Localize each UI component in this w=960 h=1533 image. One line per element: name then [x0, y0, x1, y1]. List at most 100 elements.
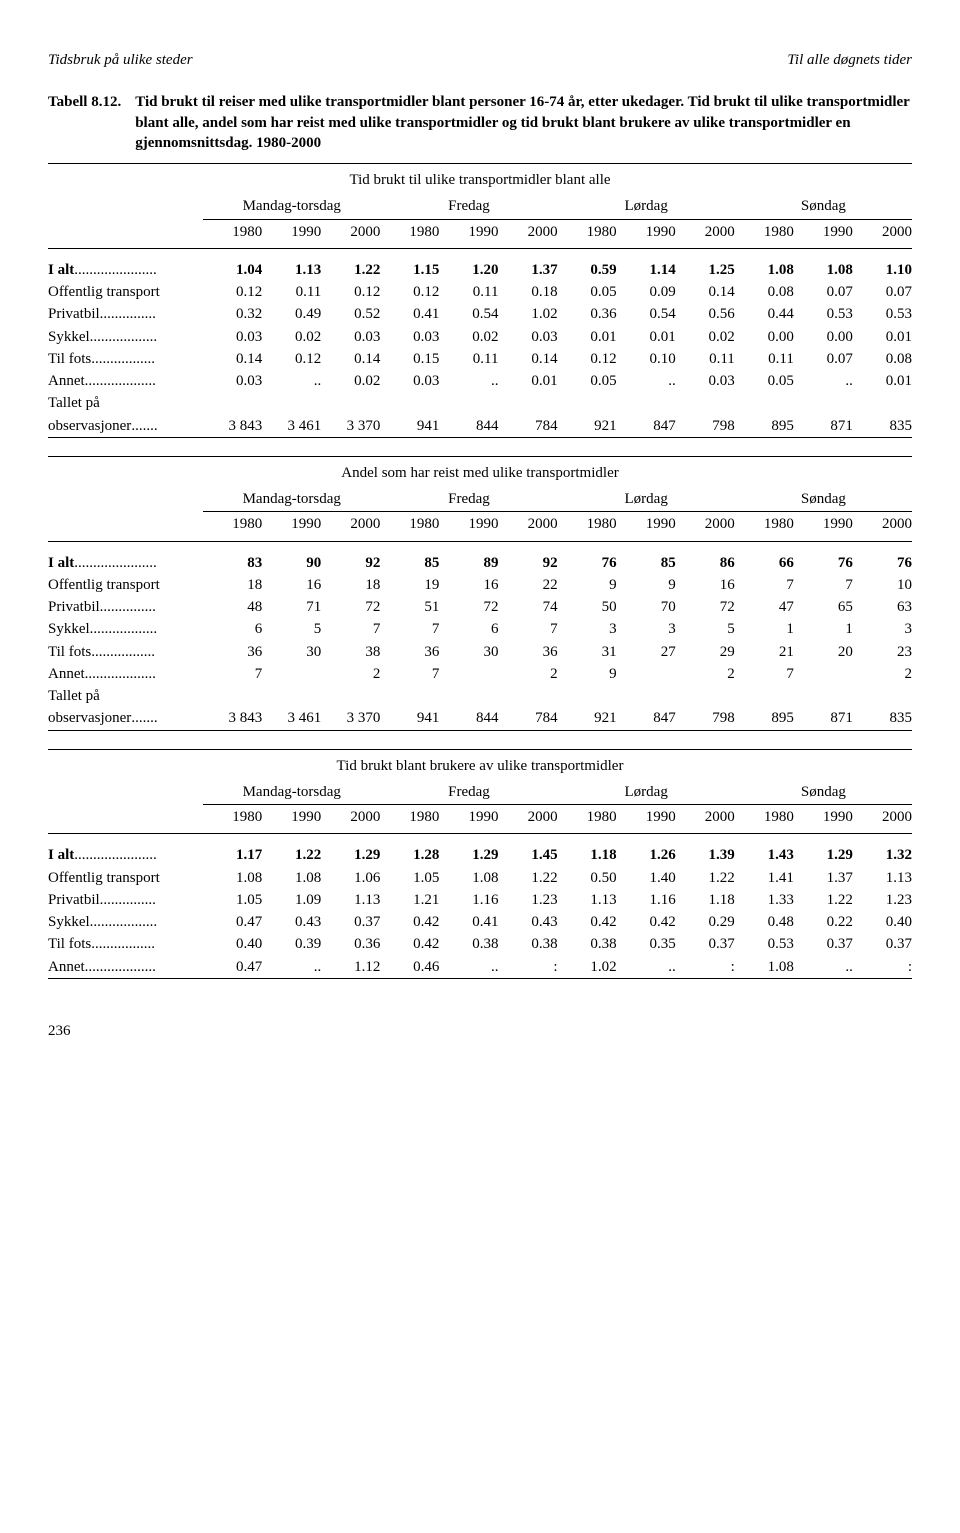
header-right: Til alle døgnets tider — [787, 50, 912, 70]
year-header: 2000 — [676, 512, 735, 541]
row-stub: Offentlig transport — [48, 867, 203, 889]
data-cell: 7 — [498, 618, 557, 640]
data-cell — [380, 392, 439, 414]
data-cell: 798 — [676, 415, 735, 437]
year-header: 2000 — [321, 219, 380, 248]
data-cell: 0.11 — [439, 348, 498, 370]
row-stub: Tallet på — [48, 392, 203, 414]
year-header: 2000 — [853, 805, 912, 834]
data-cell: 1.22 — [794, 889, 853, 911]
row-stub: I alt...................... — [48, 844, 203, 866]
day-header: Lørdag — [558, 192, 735, 219]
data-cell: 0.07 — [794, 281, 853, 303]
data-cell: 1.10 — [853, 259, 912, 281]
data-cell — [321, 392, 380, 414]
year-header: 1980 — [735, 512, 794, 541]
data-cell: 0.56 — [676, 303, 735, 325]
data-cell: 0.41 — [439, 911, 498, 933]
data-cell: 19 — [380, 574, 439, 596]
data-cell: 1.43 — [735, 844, 794, 866]
table-row: Offentlig transport1.081.081.061.051.081… — [48, 867, 912, 889]
data-cell — [676, 392, 735, 414]
year-header: 1980 — [735, 219, 794, 248]
data-cell: .. — [439, 956, 498, 978]
data-table: Mandag-torsdagFredagLørdagSøndag19801990… — [48, 485, 912, 730]
data-cell: 871 — [794, 415, 853, 437]
data-cell: 21 — [735, 641, 794, 663]
table-row: Annet...................72729272 — [48, 663, 912, 685]
row-stub: Sykkel.................. — [48, 326, 203, 348]
data-cell: 1.23 — [853, 889, 912, 911]
table-row: I alt......................1.041.131.221… — [48, 259, 912, 281]
blank-cell — [48, 512, 203, 541]
row-stub: Til fots................. — [48, 348, 203, 370]
row-stub: I alt...................... — [48, 552, 203, 574]
year-header: 2000 — [676, 805, 735, 834]
row-stub: Privatbil............... — [48, 596, 203, 618]
data-cell: 895 — [735, 415, 794, 437]
data-cell: 0.11 — [735, 348, 794, 370]
data-cell: 0.03 — [380, 326, 439, 348]
data-cell — [262, 663, 321, 685]
row-stub: observasjoner....... — [48, 707, 203, 729]
table-row: Offentlig transport0.120.110.120.120.110… — [48, 281, 912, 303]
data-cell: 16 — [439, 574, 498, 596]
table-row: observasjoner.......3 8433 4613 37094184… — [48, 707, 912, 729]
data-cell: 0.52 — [321, 303, 380, 325]
year-header: 2000 — [321, 512, 380, 541]
data-cell — [321, 685, 380, 707]
data-cell: 0.07 — [853, 281, 912, 303]
data-cell: 2 — [321, 663, 380, 685]
data-cell: 1.08 — [735, 259, 794, 281]
data-cell: 29 — [676, 641, 735, 663]
data-cell: 7 — [203, 663, 262, 685]
data-cell: 0.01 — [617, 326, 676, 348]
data-cell — [439, 392, 498, 414]
data-cell: 0.12 — [262, 348, 321, 370]
data-cell: 74 — [498, 596, 557, 618]
section-subhead: Tid brukt blant brukere av ulike transpo… — [48, 750, 912, 778]
data-cell — [853, 392, 912, 414]
data-cell: 1.18 — [676, 889, 735, 911]
data-cell: 0.46 — [380, 956, 439, 978]
data-cell: 1.22 — [262, 844, 321, 866]
data-cell: 0.29 — [676, 911, 735, 933]
data-cell: 1.08 — [262, 867, 321, 889]
data-cell: 7 — [735, 574, 794, 596]
data-cell: 1.23 — [498, 889, 557, 911]
table-row: Privatbil...............1.051.091.131.21… — [48, 889, 912, 911]
data-cell: 1.20 — [439, 259, 498, 281]
data-cell: 0.44 — [735, 303, 794, 325]
data-cell — [380, 685, 439, 707]
data-cell: 0.42 — [380, 911, 439, 933]
data-cell: 6 — [439, 618, 498, 640]
data-cell: 3 461 — [262, 415, 321, 437]
data-cell: 844 — [439, 415, 498, 437]
data-cell: .. — [617, 956, 676, 978]
data-cell: 0.53 — [853, 303, 912, 325]
data-cell — [617, 685, 676, 707]
day-header: Mandag-torsdag — [203, 485, 380, 512]
year-header: 1990 — [794, 805, 853, 834]
data-cell: 1.08 — [203, 867, 262, 889]
table-row: Annet...................0.03..0.020.03..… — [48, 370, 912, 392]
data-cell: .. — [794, 370, 853, 392]
data-cell: 0.07 — [794, 348, 853, 370]
row-stub: Annet................... — [48, 956, 203, 978]
data-cell — [203, 392, 262, 414]
row-stub: Sykkel.................. — [48, 618, 203, 640]
data-cell: 7 — [380, 618, 439, 640]
year-header: 2000 — [853, 512, 912, 541]
table-row: Privatbil...............0.320.490.520.41… — [48, 303, 912, 325]
data-cell: 18 — [321, 574, 380, 596]
year-header: 2000 — [498, 219, 557, 248]
data-cell: 5 — [262, 618, 321, 640]
year-header: 1980 — [380, 512, 439, 541]
data-cell: 2 — [498, 663, 557, 685]
data-cell: 1.08 — [735, 956, 794, 978]
data-cell: 1.32 — [853, 844, 912, 866]
table-row: observasjoner.......3 8433 4613 37094184… — [48, 415, 912, 437]
data-cell: 0.09 — [617, 281, 676, 303]
section-subhead: Tid brukt til ulike transportmidler blan… — [48, 164, 912, 192]
year-header: 1990 — [262, 219, 321, 248]
